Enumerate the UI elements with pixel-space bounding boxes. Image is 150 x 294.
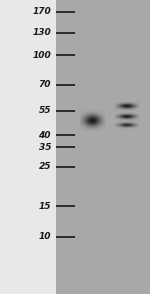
Bar [0,0,56,294]
Text: 15: 15 [39,202,51,211]
Text: 100: 100 [32,51,51,60]
Text: 10: 10 [39,232,51,241]
Text: 70: 70 [39,80,51,89]
Bar [56,0,150,294]
Text: 35: 35 [39,143,51,151]
Text: 130: 130 [32,29,51,37]
Text: 55: 55 [39,106,51,115]
Text: 170: 170 [32,7,51,16]
Text: 40: 40 [39,131,51,140]
Text: 25: 25 [39,163,51,171]
